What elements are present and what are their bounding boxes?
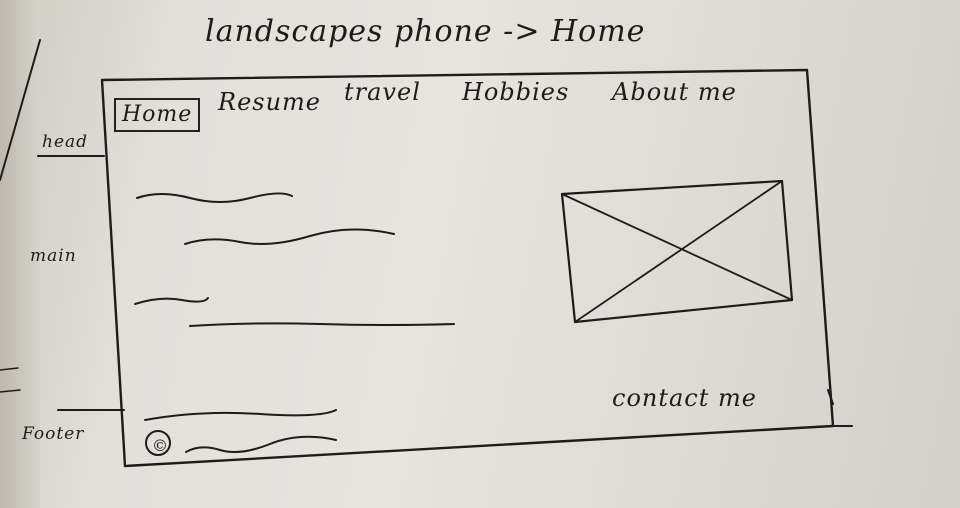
page-title: landscapes phone -> Home: [205, 14, 646, 49]
sheet-mark-1: [0, 367, 19, 371]
main-text-line-3: [134, 297, 209, 305]
main-text-line-4: [189, 322, 455, 327]
sheet-mark-2: [0, 389, 21, 393]
sheet-diagonal-line: [0, 39, 41, 181]
nav-item-resume[interactable]: Resume: [218, 88, 322, 116]
copyright-symbol: ©: [152, 436, 168, 455]
footer-text-line-1: [144, 409, 337, 421]
annotation-footer: Footer: [22, 424, 85, 444]
footer-text-line-2: [185, 435, 337, 453]
frame-tick: [827, 389, 834, 405]
nav-item-about-me[interactable]: About me: [612, 78, 737, 106]
nav-item-travel[interactable]: travel: [344, 78, 421, 106]
annotation-main: main: [30, 246, 77, 266]
contact-link[interactable]: contact me: [612, 384, 757, 412]
main-text-line-2: [184, 228, 395, 245]
nav-item-hobbies[interactable]: Hobbies: [462, 78, 570, 106]
image-placeholder-icon: [560, 179, 794, 324]
copyright-circle: [145, 430, 171, 456]
main-text-line-1: [136, 192, 293, 203]
sheet-edge: [0, 0, 40, 508]
nav-item-home[interactable]: Home: [114, 98, 201, 132]
annotation-head: head: [42, 132, 89, 152]
